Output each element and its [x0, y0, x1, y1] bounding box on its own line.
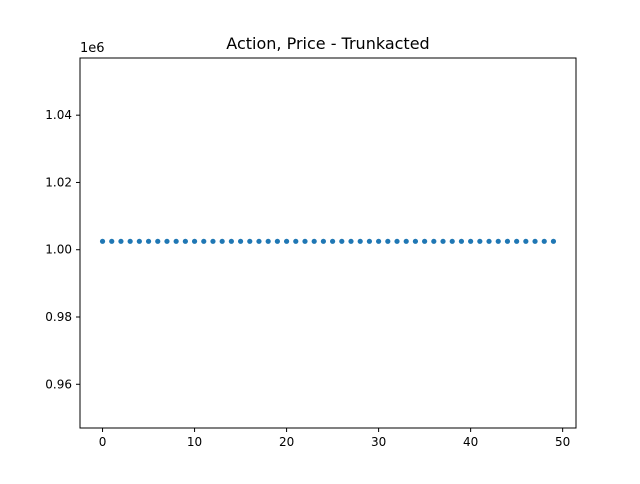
data-point	[311, 238, 317, 244]
data-point	[145, 238, 152, 244]
data-point	[339, 238, 345, 244]
data-point	[283, 238, 290, 244]
data-point	[201, 238, 207, 244]
data-point	[412, 238, 419, 244]
x-axis-ticks: 0 10 20 30 40 50	[99, 428, 570, 449]
y-tick-label: 1.02	[45, 175, 72, 189]
data-point	[247, 238, 253, 244]
y-axis-ticks: 0.96 0.98 1.00 1.02 1.04	[45, 108, 80, 391]
data-point	[477, 238, 483, 244]
data-point	[109, 238, 115, 244]
data-point	[210, 238, 216, 244]
data-points	[99, 238, 557, 244]
data-point	[440, 238, 446, 244]
data-point	[486, 238, 492, 244]
y-tick-label: 0.96	[45, 377, 72, 391]
data-point	[155, 238, 161, 244]
data-point	[127, 238, 133, 244]
data-point	[99, 238, 106, 244]
data-point	[422, 238, 428, 244]
x-tick-label: 20	[279, 435, 294, 449]
data-point	[302, 238, 308, 244]
x-tick-label: 40	[463, 435, 478, 449]
data-point	[523, 238, 529, 244]
data-point	[495, 238, 501, 244]
data-point	[274, 238, 280, 244]
data-point	[403, 238, 409, 244]
y-tick-label: 1.04	[45, 108, 72, 122]
x-tick-label: 50	[555, 435, 570, 449]
data-point	[504, 238, 511, 244]
data-point	[385, 238, 391, 244]
data-point	[449, 238, 455, 244]
data-point	[431, 238, 437, 244]
x-tick-label: 10	[187, 435, 202, 449]
data-point	[550, 238, 557, 244]
data-point	[366, 238, 373, 244]
plot-frame	[79, 57, 577, 429]
data-point	[118, 238, 124, 244]
data-point	[532, 238, 538, 244]
chart-title: Action, Price - Trunkacted	[226, 34, 429, 53]
data-point	[237, 238, 244, 244]
data-point	[173, 238, 179, 244]
y-tick-label: 1.00	[45, 243, 72, 257]
data-point	[136, 238, 142, 244]
data-point	[357, 238, 363, 244]
data-point	[293, 238, 299, 244]
data-point	[265, 238, 271, 244]
data-point	[256, 238, 262, 244]
data-point	[541, 238, 547, 244]
data-point	[330, 238, 336, 244]
data-point	[394, 238, 400, 244]
data-point	[514, 238, 520, 244]
y-axis-offset-label: 1e6	[80, 41, 105, 56]
data-point	[164, 238, 170, 244]
data-point	[228, 238, 234, 244]
data-point	[320, 238, 326, 244]
data-point	[376, 238, 382, 244]
x-tick-label: 0	[99, 435, 107, 449]
data-point	[219, 238, 225, 244]
data-point	[191, 238, 198, 244]
y-tick-label: 0.98	[45, 310, 72, 324]
data-point	[458, 238, 465, 244]
data-point	[348, 238, 354, 244]
data-point	[468, 238, 474, 244]
x-tick-label: 30	[371, 435, 386, 449]
data-point	[182, 238, 188, 244]
